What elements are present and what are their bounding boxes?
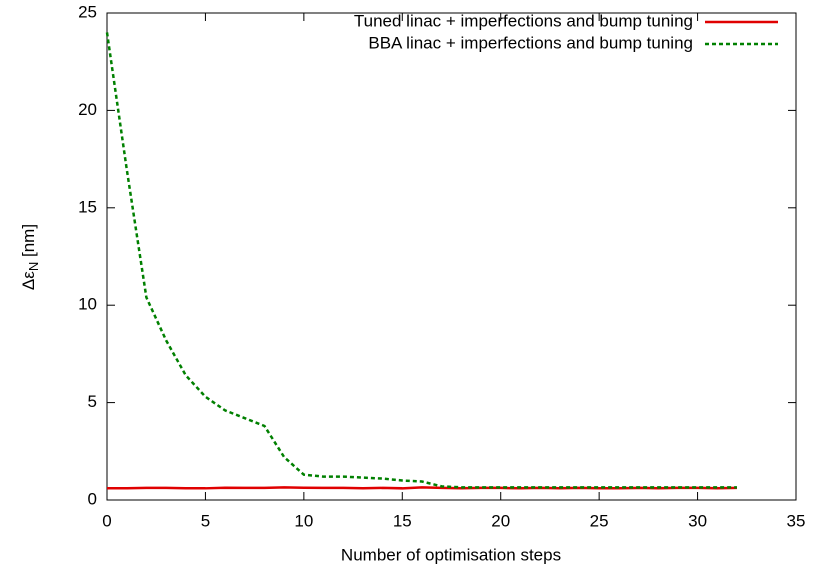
- x-tick-label: 10: [294, 511, 313, 530]
- x-tick-label: 25: [590, 511, 609, 530]
- x-tick-label: 15: [393, 511, 412, 530]
- x-tick-label: 0: [102, 511, 111, 530]
- series-line: [107, 486, 737, 490]
- y-label-sub: N: [26, 262, 41, 271]
- y-tick-label: 25: [78, 2, 97, 21]
- y-tick-label: 15: [78, 197, 97, 216]
- y-axis-label: ΔεN [nm]: [19, 224, 41, 290]
- x-tick-label: 20: [491, 511, 510, 530]
- y-tick-label: 5: [88, 392, 97, 411]
- x-tick-label: 5: [201, 511, 210, 530]
- plot-frame: [106, 12, 797, 501]
- legend-label: BBA linac + imperfections and bump tunin…: [368, 33, 693, 52]
- y-tick-label: 10: [78, 295, 97, 314]
- series-line: [105, 32, 737, 489]
- y-tick-label: 20: [78, 100, 97, 119]
- y-label-unit: [nm]: [19, 224, 38, 262]
- y-label-main: Δε: [19, 271, 38, 290]
- y-tick-label: 0: [88, 489, 97, 508]
- x-tick-label: 30: [688, 511, 707, 530]
- x-tick-label: 35: [787, 511, 806, 530]
- legend-label: Tuned linac + imperfections and bump tun…: [354, 11, 693, 30]
- x-axis-label: Number of optimisation steps: [341, 545, 561, 564]
